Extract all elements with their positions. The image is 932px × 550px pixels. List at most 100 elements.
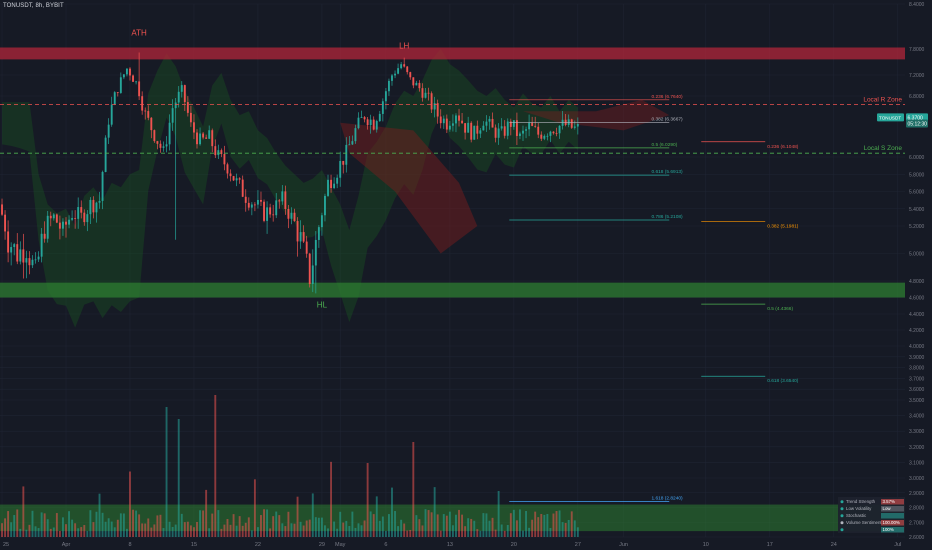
- candle-body[interactable]: [461, 120, 464, 124]
- candle-body[interactable]: [378, 113, 381, 122]
- candle-body[interactable]: [217, 150, 220, 156]
- candle-body[interactable]: [522, 130, 524, 134]
- candle-body[interactable]: [232, 176, 235, 181]
- candle-body[interactable]: [397, 68, 400, 74]
- candle-body[interactable]: [89, 199, 92, 215]
- candle-body[interactable]: [125, 68, 128, 75]
- candle-body[interactable]: [573, 126, 576, 128]
- candle-body[interactable]: [272, 214, 275, 216]
- candle-body[interactable]: [327, 179, 329, 196]
- candle-body[interactable]: [119, 77, 122, 93]
- candle-body[interactable]: [348, 144, 351, 146]
- candle-body[interactable]: [540, 134, 543, 139]
- candle-body[interactable]: [333, 183, 336, 189]
- candle-body[interactable]: [263, 201, 265, 221]
- candle-body[interactable]: [177, 91, 180, 103]
- candle-body[interactable]: [101, 171, 104, 201]
- candle-body[interactable]: [433, 103, 436, 110]
- candle-body[interactable]: [165, 144, 168, 147]
- candle-body[interactable]: [324, 195, 326, 216]
- candle-body[interactable]: [284, 191, 287, 209]
- candle-body[interactable]: [71, 218, 74, 220]
- candle-body[interactable]: [366, 119, 369, 126]
- candle-body[interactable]: [278, 200, 281, 202]
- candle-body[interactable]: [552, 131, 555, 134]
- candle-body[interactable]: [253, 204, 256, 206]
- candle-body[interactable]: [479, 130, 482, 134]
- candle-body[interactable]: [442, 118, 445, 124]
- candle-body[interactable]: [156, 141, 159, 144]
- candle-body[interactable]: [22, 249, 25, 263]
- candle-body[interactable]: [458, 115, 460, 121]
- candle-body[interactable]: [46, 215, 49, 239]
- candle-body[interactable]: [418, 82, 421, 89]
- candle-body[interactable]: [445, 118, 448, 130]
- candle-body[interactable]: [13, 244, 16, 248]
- candle-body[interactable]: [241, 179, 244, 197]
- candle-body[interactable]: [162, 146, 165, 148]
- candle-body[interactable]: [375, 121, 378, 130]
- candle-body[interactable]: [238, 178, 241, 180]
- candle-body[interactable]: [305, 241, 308, 254]
- candle-body[interactable]: [214, 146, 217, 156]
- candle-body[interactable]: [132, 75, 134, 82]
- candle-body[interactable]: [104, 137, 107, 172]
- candle-body[interactable]: [360, 117, 363, 118]
- candle-body[interactable]: [83, 212, 86, 223]
- candle-body[interactable]: [409, 72, 412, 78]
- candle-body[interactable]: [464, 123, 467, 133]
- candle-body[interactable]: [25, 258, 28, 263]
- candle-body[interactable]: [330, 179, 333, 189]
- candle-body[interactable]: [65, 221, 67, 225]
- candle-body[interactable]: [293, 212, 296, 222]
- candle-body[interactable]: [10, 247, 13, 253]
- candle-body[interactable]: [205, 137, 208, 139]
- candle-body[interactable]: [183, 85, 186, 103]
- candle-body[interactable]: [77, 207, 80, 219]
- candle-body[interactable]: [482, 125, 485, 131]
- candle-body[interactable]: [58, 222, 61, 229]
- candle-body[interactable]: [287, 208, 290, 219]
- candle-body[interactable]: [250, 204, 253, 208]
- candle-body[interactable]: [135, 81, 138, 83]
- candle-body[interactable]: [174, 102, 177, 109]
- candle-body[interactable]: [40, 233, 43, 257]
- candle-body[interactable]: [363, 117, 366, 120]
- candle-body[interactable]: [62, 221, 64, 229]
- candle-body[interactable]: [52, 214, 55, 219]
- candle-body[interactable]: [186, 102, 189, 113]
- candle-body[interactable]: [543, 135, 546, 139]
- candle-body[interactable]: [388, 80, 390, 92]
- candle-body[interactable]: [311, 265, 314, 285]
- candle-body[interactable]: [208, 130, 211, 139]
- candle-body[interactable]: [473, 125, 476, 140]
- candle-body[interactable]: [308, 253, 311, 285]
- price-axis[interactable]: 8.4000 7.8000 7.2000 6.8000 6.0000 5.8000 5.60…: [905, 0, 932, 550]
- candle-body[interactable]: [55, 214, 58, 223]
- candle-body[interactable]: [159, 143, 162, 148]
- candle-body[interactable]: [549, 131, 552, 136]
- candle-body[interactable]: [372, 119, 375, 130]
- candle-body[interactable]: [546, 135, 549, 137]
- candle-body[interactable]: [317, 227, 320, 240]
- candle-body[interactable]: [476, 125, 479, 134]
- candle-body[interactable]: [357, 117, 360, 129]
- candle-body[interactable]: [98, 200, 101, 203]
- candle-body[interactable]: [314, 239, 317, 266]
- candle-body[interactable]: [439, 116, 442, 124]
- candle-body[interactable]: [509, 121, 512, 127]
- candle-body[interactable]: [299, 232, 302, 242]
- candle-body[interactable]: [558, 125, 561, 134]
- candle-body[interactable]: [512, 120, 515, 127]
- candle-body[interactable]: [500, 126, 503, 129]
- candle-body[interactable]: [193, 122, 195, 133]
- candle-body[interactable]: [290, 212, 293, 219]
- candle-body[interactable]: [220, 150, 223, 155]
- candle-body[interactable]: [92, 199, 95, 213]
- candle-body[interactable]: [485, 121, 488, 126]
- candle-body[interactable]: [421, 88, 424, 98]
- candle-body[interactable]: [244, 196, 247, 203]
- candle-body[interactable]: [223, 154, 226, 165]
- candle-body[interactable]: [31, 259, 34, 266]
